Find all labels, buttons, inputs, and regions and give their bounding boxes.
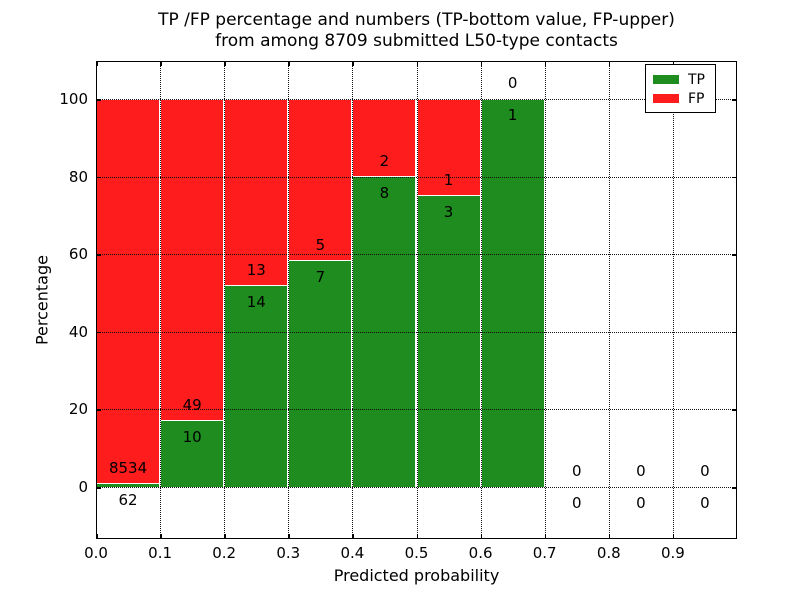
y-tick-mark	[96, 254, 101, 256]
x-tick-label: 0.1	[148, 544, 173, 562]
gridline-vertical	[288, 61, 290, 539]
tp-bar-segment	[480, 99, 545, 487]
y-tick-mark-right	[732, 176, 737, 179]
fp-count-label: 0	[700, 462, 710, 480]
x-tick-label: 0.4	[340, 544, 365, 562]
gridline-vertical	[416, 61, 418, 539]
chart-title-line2: from among 8709 submitted L50-type conta…	[215, 31, 618, 51]
tp-count-label: 7	[315, 267, 326, 286]
y-tick-mark	[96, 176, 101, 179]
legend-entry-label: TP	[688, 71, 705, 88]
x-tick-mark-top	[672, 61, 675, 66]
tp-legend-swatch	[653, 75, 679, 84]
legend-entry: TP	[653, 70, 709, 89]
gridline-vertical	[480, 61, 482, 539]
x-tick-mark	[160, 534, 162, 539]
tp-count-label: 0	[571, 494, 582, 512]
fp-count-label: 49	[182, 396, 202, 415]
gridline-vertical	[544, 61, 546, 539]
x-tick-label: 0.3	[276, 544, 301, 562]
x-axis-label: Predicted probability	[333, 566, 500, 585]
y-tick-mark-right	[732, 99, 737, 101]
chart-title: TP /FP percentage and numbers (TP-bottom…	[96, 10, 737, 52]
tp-bar-segment	[160, 421, 225, 487]
y-tick-label: 100	[59, 90, 88, 109]
tp-bar-segment	[224, 285, 289, 487]
fp-count-label: 2	[379, 151, 390, 170]
x-tick-label: 0.2	[212, 544, 237, 562]
plot-area: 8534 62 49 10 13 14 5 7 2 8 1 3 0 1 0 0 0 0 0 0	[96, 61, 737, 539]
legend-entry: FP	[653, 89, 709, 108]
legend-entry-label: FP	[688, 90, 705, 107]
gridline-vertical	[352, 61, 354, 539]
x-tick-mark-top	[544, 61, 547, 66]
fp-bar-segment	[224, 99, 289, 286]
y-tick-mark-right	[732, 254, 737, 256]
chart-title-line1: TP /FP percentage and numbers (TP-bottom…	[158, 10, 675, 30]
y-tick-mark-right	[732, 331, 737, 334]
x-tick-mark-top	[224, 61, 226, 66]
x-tick-mark	[288, 534, 290, 539]
tp-count-label: 10	[182, 428, 202, 447]
tp-count-label: 8	[379, 183, 390, 202]
y-tick-mark-right	[732, 409, 737, 411]
y-axis-label: Percentage	[32, 255, 52, 346]
fp-count-label: 5	[315, 235, 326, 254]
fp-bar-segment	[160, 99, 225, 422]
fp-count-label: 0	[571, 462, 582, 480]
x-tick-mark	[96, 534, 98, 539]
tp-bar-segment	[288, 260, 353, 487]
tp-count-label: 0	[636, 494, 646, 512]
fp-bar-segment	[96, 99, 161, 485]
x-tick-mark	[224, 534, 226, 539]
x-tick-mark	[544, 534, 547, 539]
x-tick-mark	[672, 534, 675, 539]
x-tick-mark	[352, 534, 354, 539]
x-tick-label: 0.5	[404, 544, 429, 562]
tp-count-label: 62	[118, 491, 138, 510]
x-tick-label: 0.9	[660, 544, 685, 562]
y-tick-mark	[96, 99, 101, 101]
x-tick-mark-top	[96, 61, 98, 66]
y-tick-label: 20	[68, 400, 88, 419]
gridline-vertical	[224, 61, 226, 539]
fp-count-label: 13	[246, 260, 266, 279]
x-tick-mark-top	[288, 61, 290, 66]
gridline-vertical	[608, 61, 610, 539]
tp-count-label: 3	[443, 203, 454, 222]
x-tick-mark-top	[160, 61, 162, 66]
tp-count-label: 14	[246, 292, 266, 311]
y-tick-label: 0	[78, 478, 88, 496]
y-tick-mark	[96, 487, 101, 489]
x-tick-label: 0.0	[84, 544, 108, 562]
gridline-vertical	[160, 61, 162, 539]
x-tick-mark-top	[608, 61, 611, 66]
fp-count-label: 1	[443, 171, 454, 190]
tp-bar-segment	[416, 196, 481, 487]
x-tick-mark-top	[480, 61, 483, 66]
gridline-vertical	[672, 61, 674, 539]
y-tick-mark-right	[732, 487, 737, 489]
x-tick-label: 0.6	[468, 544, 493, 562]
x-tick-mark	[480, 534, 483, 539]
x-tick-label: 0.8	[596, 544, 621, 562]
x-tick-mark	[608, 534, 611, 539]
y-tick-label: 60	[68, 245, 88, 264]
fp-count-label: 0	[636, 462, 646, 480]
y-tick-mark	[96, 331, 101, 334]
legend: TP FP	[645, 64, 716, 113]
fp-count-label: 8534	[108, 459, 148, 478]
y-tick-mark	[96, 409, 101, 411]
x-tick-label: 0.7	[532, 544, 557, 562]
tp-count-label: 0	[700, 494, 710, 512]
x-tick-mark	[416, 534, 418, 539]
fp-legend-swatch	[653, 94, 679, 103]
tp-count-label: 1	[507, 106, 518, 125]
x-tick-mark-top	[352, 61, 354, 66]
y-tick-label: 80	[68, 167, 88, 186]
x-tick-mark-top	[416, 61, 418, 66]
fp-count-label: 0	[507, 74, 518, 93]
y-tick-label: 40	[68, 322, 88, 341]
